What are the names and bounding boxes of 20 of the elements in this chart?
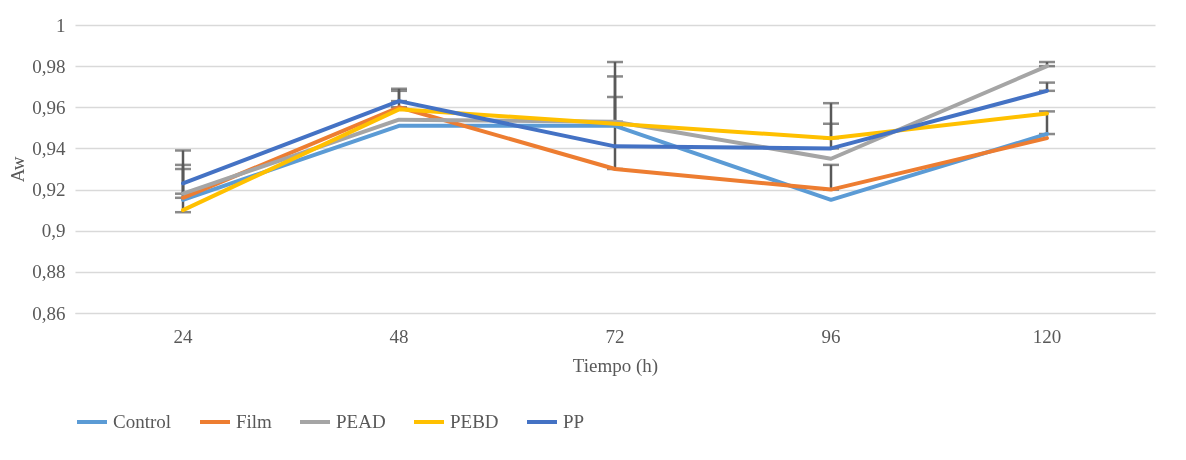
legend-label: PEAD bbox=[336, 411, 386, 432]
x-tick-label: 24 bbox=[173, 325, 193, 347]
y-tick-label: 1 bbox=[56, 14, 66, 36]
legend-label: Control bbox=[113, 411, 172, 432]
legend-label: PEBD bbox=[450, 411, 499, 432]
y-tick-label: 0,88 bbox=[32, 261, 66, 283]
legend-label: Film bbox=[236, 411, 273, 432]
y-tick-label: 0,92 bbox=[32, 179, 66, 201]
x-tick-label: 72 bbox=[605, 325, 625, 347]
y-tick-label: 0,96 bbox=[32, 96, 66, 118]
x-tick-label: 96 bbox=[821, 325, 841, 347]
y-axis-title: Aw bbox=[7, 156, 29, 183]
x-tick-label: 48 bbox=[389, 325, 409, 347]
y-tick-label: 0,86 bbox=[32, 302, 66, 324]
x-tick-label: 120 bbox=[1032, 325, 1062, 347]
y-tick-label: 0,98 bbox=[32, 55, 66, 77]
y-tick-label: 0,9 bbox=[41, 220, 66, 242]
legend-label: PP bbox=[563, 411, 585, 432]
x-axis-title: Tiempo (h) bbox=[572, 354, 659, 377]
y-tick-label: 0,94 bbox=[32, 137, 66, 159]
